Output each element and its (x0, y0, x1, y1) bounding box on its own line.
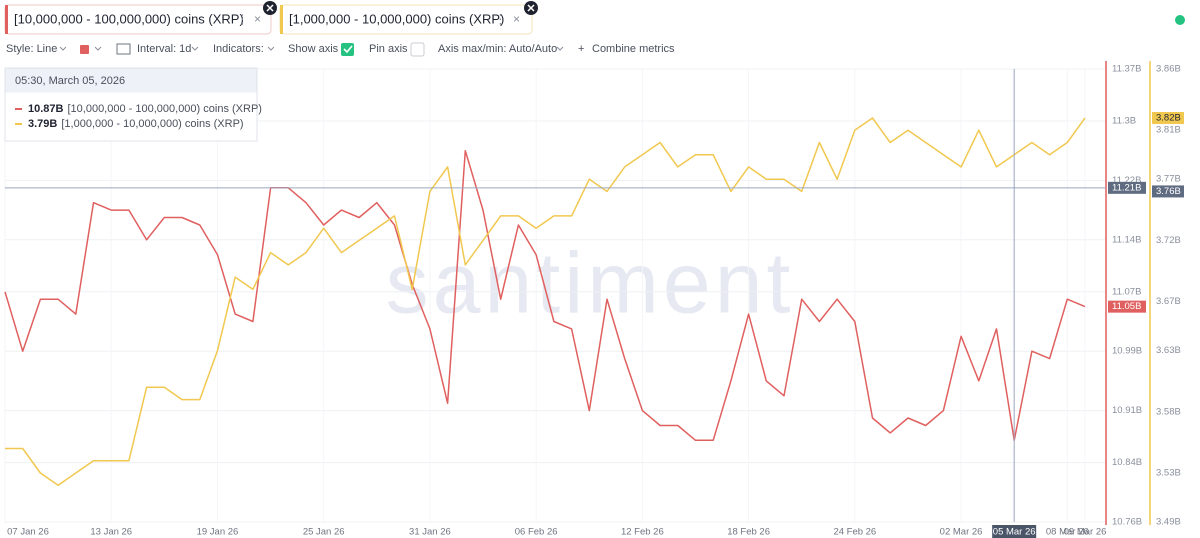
x-tick-label: 19 Jan 26 (197, 527, 239, 538)
chip-label: [10,000,000 - 100,000,000) coins (XRP) (14, 11, 244, 26)
crosshair-y2-badge (1152, 185, 1184, 198)
tooltip-item: 10.87B [10,000,000 - 100,000,000) coins (… (28, 103, 262, 115)
y2-tick-label: 3.81B (1156, 125, 1181, 136)
chip-remove[interactable]: × (513, 12, 520, 26)
y-tick-label: 10.76B (1112, 517, 1142, 528)
tooltip-name: [1,000,000 - 10,000,000) coins (XRP) (61, 118, 243, 130)
x-tick-label: 06 Feb 26 (515, 527, 558, 538)
y-tick-label: 11.14B (1112, 234, 1141, 245)
last-value-badge (1152, 111, 1184, 124)
crosshair-y-badge (1108, 181, 1146, 194)
indicators-select[interactable]: Indicators: (213, 43, 264, 55)
metric-chip[interactable]: [10,000,000 - 100,000,000) coins (XRP) ⋮… (4, 4, 272, 35)
tooltip-value: 3.79B (28, 118, 57, 130)
x-tick-label: 09 Mar 26 (1064, 527, 1107, 538)
crosshair-y-label: 11.21B (1112, 182, 1141, 193)
last-value-label: 11.05B (1112, 301, 1141, 312)
tooltip-name: [10,000,000 - 100,000,000) coins (XRP) (67, 103, 261, 115)
y2-tick-label: 3.86B (1156, 64, 1181, 75)
crosshair-y2-label: 3.76B (1156, 186, 1181, 197)
status-dot (1175, 15, 1185, 25)
axis-minmax-select[interactable]: Axis max/min: Auto/Auto (438, 43, 557, 55)
plus-icon: + (578, 43, 584, 55)
color-picker[interactable] (80, 45, 89, 54)
x-tick-label: 08 Mar 26 (1046, 527, 1089, 538)
y-tick-label: 11.3B (1112, 115, 1136, 126)
tooltip-header (5, 68, 257, 93)
x-tick-label: 18 Feb 26 (727, 527, 770, 538)
tooltip-date: 05:30, March 05, 2026 (15, 75, 125, 87)
y2-tick-label: 3.72B (1156, 235, 1181, 246)
y2-tick-label: 3.58B (1156, 406, 1181, 417)
y-tick-label: 11.22B (1112, 175, 1141, 186)
x-tick-label: 31 Jan 26 (409, 527, 451, 538)
close-button[interactable] (263, 1, 277, 15)
y-tick-label: 11.07B (1112, 286, 1141, 297)
style-select[interactable]: Style: Line (6, 43, 57, 55)
metric-chip[interactable]: [1,000,000 - 10,000,000) coins (XRP) ⋮ × (279, 4, 533, 35)
pin-axis-checkbox[interactable] (410, 42, 425, 57)
series-line (5, 117, 1086, 487)
last-value-badge (1108, 300, 1146, 313)
chip-label: [1,000,000 - 10,000,000) coins (XRP) (289, 11, 504, 26)
x-tick-label: 24 Feb 26 (833, 527, 876, 538)
x-tick-label: 02 Mar 26 (940, 527, 983, 538)
last-value-label: 3.82B (1156, 112, 1181, 123)
y-tick-label: 11.37B (1112, 64, 1141, 75)
tooltip-item: 3.79B [1,000,000 - 10,000,000) coins (XRP… (28, 118, 244, 130)
y-tick-label: 10.91B (1112, 405, 1142, 416)
x-tick-label: 13 Jan 26 (90, 527, 132, 538)
y2-tick-label: 3.49B (1156, 517, 1181, 528)
series-line (4, 149, 1086, 442)
chip-remove[interactable]: × (254, 12, 261, 26)
x-tick-label: 25 Jan 26 (303, 527, 345, 538)
crosshair-x-badge (992, 525, 1037, 538)
interval-icon (116, 43, 131, 55)
toolbar: Style: Line Interval: 1d Indicators: Sho… (6, 42, 675, 57)
pin-axis-label: Pin axis (369, 43, 408, 55)
y-tick-label: 10.99B (1112, 346, 1142, 357)
show-axis-label: Show axis (288, 43, 339, 55)
x-tick-label: 12 Feb 26 (621, 527, 664, 538)
y2-tick-label: 3.53B (1156, 468, 1181, 479)
y2-tick-label: 3.67B (1156, 296, 1181, 307)
crosshair-x-label: 05 Mar 26 (993, 527, 1036, 538)
show-axis-checkbox[interactable] (341, 43, 354, 56)
interval-select[interactable]: Interval: 1d (137, 43, 191, 55)
y2-tick-label: 3.77B (1156, 174, 1181, 185)
watermark: santiment (386, 236, 795, 332)
chip-menu[interactable]: ⋮ (494, 11, 507, 26)
y2-tick-label: 3.63B (1156, 345, 1181, 356)
close-button[interactable] (524, 1, 538, 15)
x-tick-label: 07 Jan 26 (7, 527, 49, 538)
y-tick-label: 10.84B (1112, 457, 1142, 468)
tooltip-value: 10.87B (28, 103, 64, 115)
chip-menu[interactable]: ⋮ (236, 11, 249, 26)
combine-metrics-button[interactable]: Combine metrics (592, 43, 675, 55)
